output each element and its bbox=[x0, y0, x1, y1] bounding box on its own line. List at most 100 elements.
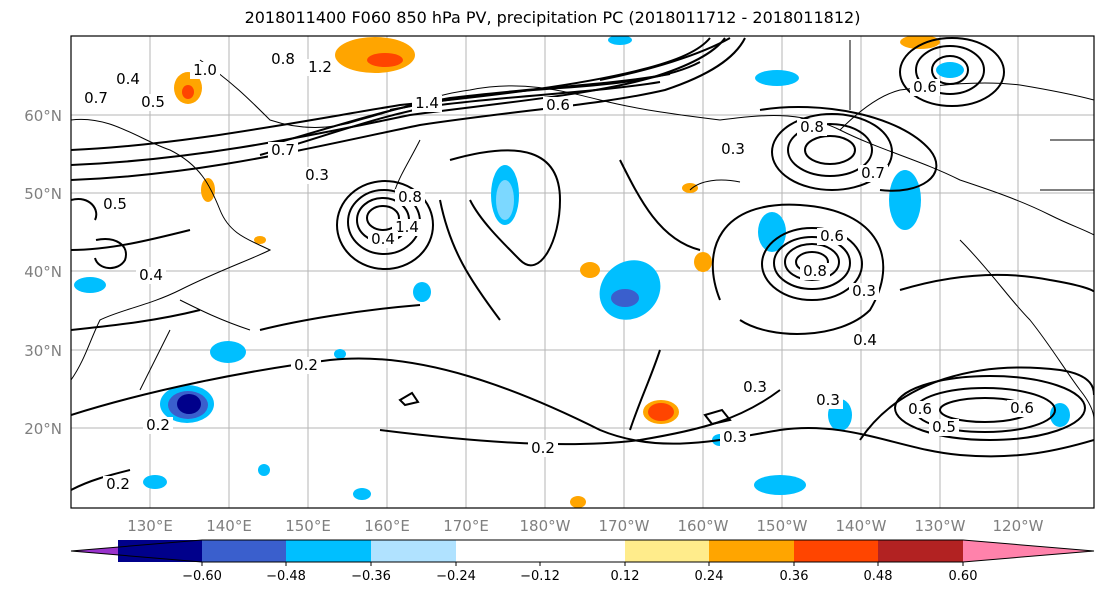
contour-label-background bbox=[392, 219, 422, 236]
contour-label: 0.8 bbox=[803, 262, 827, 280]
contour-label: 0.2 bbox=[106, 475, 130, 493]
contour-label-background bbox=[138, 94, 168, 111]
colorbar-tick-label: −0.60 bbox=[182, 569, 222, 584]
latitude-tick-label: 40°N bbox=[24, 263, 62, 281]
contour-label-background bbox=[136, 267, 166, 284]
contour-label: 0.4 bbox=[853, 331, 877, 349]
colorbar-swatch bbox=[794, 540, 878, 562]
colorbar-swatch bbox=[963, 540, 1094, 562]
contour-label: 0.2 bbox=[146, 416, 170, 434]
contour-label: 0.7 bbox=[84, 89, 108, 107]
contour-label: 0.8 bbox=[800, 118, 824, 136]
contour-label-background bbox=[412, 95, 442, 112]
contour-label-background bbox=[395, 189, 425, 206]
contour-label-background bbox=[800, 263, 830, 280]
contour-label: 0.3 bbox=[721, 140, 745, 158]
colorbar-tick-label: 0.36 bbox=[780, 569, 809, 584]
contour-label-background bbox=[268, 51, 298, 68]
contour-label: 0.3 bbox=[816, 391, 840, 409]
longitude-tick-label: 120°W bbox=[993, 517, 1044, 535]
colorbar-swatch bbox=[709, 540, 794, 562]
contour-label-background bbox=[100, 196, 130, 213]
contour-label: 0.6 bbox=[1010, 399, 1034, 417]
contour-label: 0.6 bbox=[546, 96, 570, 114]
longitude-tick-label: 130°E bbox=[127, 517, 173, 535]
contour-label-background bbox=[910, 79, 940, 96]
contour-label-background bbox=[103, 476, 133, 493]
precipitation-shading bbox=[74, 36, 1070, 508]
latitude-labels: 60°N 50°N 40°N 30°N 20°N bbox=[24, 107, 62, 438]
coastlines bbox=[71, 40, 1094, 421]
contour-label-background bbox=[718, 141, 748, 158]
colorbar-swatch bbox=[371, 540, 456, 562]
colorbar-swatch bbox=[202, 540, 286, 562]
contour-label-background bbox=[291, 357, 321, 374]
contour-label: 1.2 bbox=[308, 58, 332, 76]
contour-label-background bbox=[268, 142, 298, 159]
longitude-tick-label: 140°W bbox=[836, 517, 887, 535]
contour-label: 0.6 bbox=[820, 227, 844, 245]
map-frame bbox=[70, 35, 1095, 509]
contour-label-background bbox=[543, 97, 573, 114]
contour-label-background bbox=[813, 392, 843, 409]
longitude-tick-label: 150°W bbox=[757, 517, 808, 535]
contour-label-background bbox=[305, 59, 335, 76]
colorbar-tick-label: 0.60 bbox=[949, 569, 978, 584]
longitude-tick-label: 140°E bbox=[206, 517, 252, 535]
contour-label-background bbox=[113, 71, 143, 88]
colorbar-tick-label: 0.24 bbox=[695, 569, 724, 584]
contour-label-background bbox=[81, 90, 111, 107]
contour-label-background bbox=[190, 62, 220, 79]
colorbar-tick-label: −0.12 bbox=[520, 569, 560, 584]
contour-label: 0.3 bbox=[305, 166, 329, 184]
longitude-tick-label: 150°E bbox=[285, 517, 331, 535]
contour-label-background bbox=[849, 283, 879, 300]
contour-label: 0.3 bbox=[852, 282, 876, 300]
contour-label: 0.4 bbox=[139, 266, 163, 284]
latitude-tick-label: 20°N bbox=[24, 420, 62, 438]
longitude-tick-label: 160°E bbox=[364, 517, 410, 535]
contour-label-background bbox=[302, 167, 332, 184]
contour-label-background bbox=[929, 419, 959, 436]
contour-label: 0.8 bbox=[271, 50, 295, 68]
contour-label: 1.4 bbox=[415, 94, 439, 112]
latitude-tick-label: 60°N bbox=[24, 107, 62, 125]
colorbar-swatch bbox=[286, 540, 371, 562]
latitude-tick-label: 30°N bbox=[24, 342, 62, 360]
map-title: 2018011400 F060 850 hPa PV, precipitatio… bbox=[244, 8, 861, 27]
colorbar-swatch bbox=[878, 540, 963, 562]
longitude-tick-label: 180°W bbox=[520, 517, 571, 535]
contour-label-background bbox=[720, 429, 750, 446]
contour-labels: 0.81.00.40.50.71.20.31.4 0.60.80.30.70.50… bbox=[81, 50, 1037, 493]
contour-label-background bbox=[1007, 400, 1037, 417]
contour-label: 0.6 bbox=[908, 400, 932, 418]
contour-label-background bbox=[817, 228, 847, 245]
contour-label: 0.4 bbox=[116, 70, 140, 88]
contour-label: 1.0 bbox=[193, 61, 217, 79]
contour-label-background bbox=[858, 165, 888, 182]
colorbar-tick-label: −0.48 bbox=[266, 569, 306, 584]
contour-label: 0.2 bbox=[531, 439, 555, 457]
colorbar-swatch bbox=[456, 540, 625, 562]
latitude-tick-label: 50°N bbox=[24, 185, 62, 203]
contour-label: 0.5 bbox=[103, 195, 127, 213]
colorbar-tick-label: −0.36 bbox=[351, 569, 391, 584]
contour-label: 1.4 bbox=[395, 218, 419, 236]
contour-label: 0.8 bbox=[398, 188, 422, 206]
contour-label-background bbox=[797, 119, 827, 136]
longitude-labels: 130°E 140°E 150°E 160°E 170°E 180°W 170°W 160°W… bbox=[127, 517, 1043, 535]
contour-label: 0.7 bbox=[271, 141, 295, 159]
contour-label-background bbox=[850, 332, 880, 349]
colorbar-tick-label: −0.24 bbox=[436, 569, 476, 584]
contour-label: 0.2 bbox=[294, 356, 318, 374]
contour-label-background bbox=[905, 401, 935, 418]
contour-label: 0.3 bbox=[723, 428, 747, 446]
colorbar: −0.60 −0.48 −0.36 −0.24 −0.12 0.12 0.24 0.36 0.4… bbox=[70, 539, 1095, 584]
contour-label-background bbox=[143, 417, 173, 434]
colorbar-swatch bbox=[625, 540, 709, 562]
contour-label: 0.3 bbox=[743, 378, 767, 396]
longitude-tick-label: 160°W bbox=[678, 517, 729, 535]
contour-label-background bbox=[740, 379, 770, 396]
contour-label: 0.4 bbox=[371, 230, 395, 248]
